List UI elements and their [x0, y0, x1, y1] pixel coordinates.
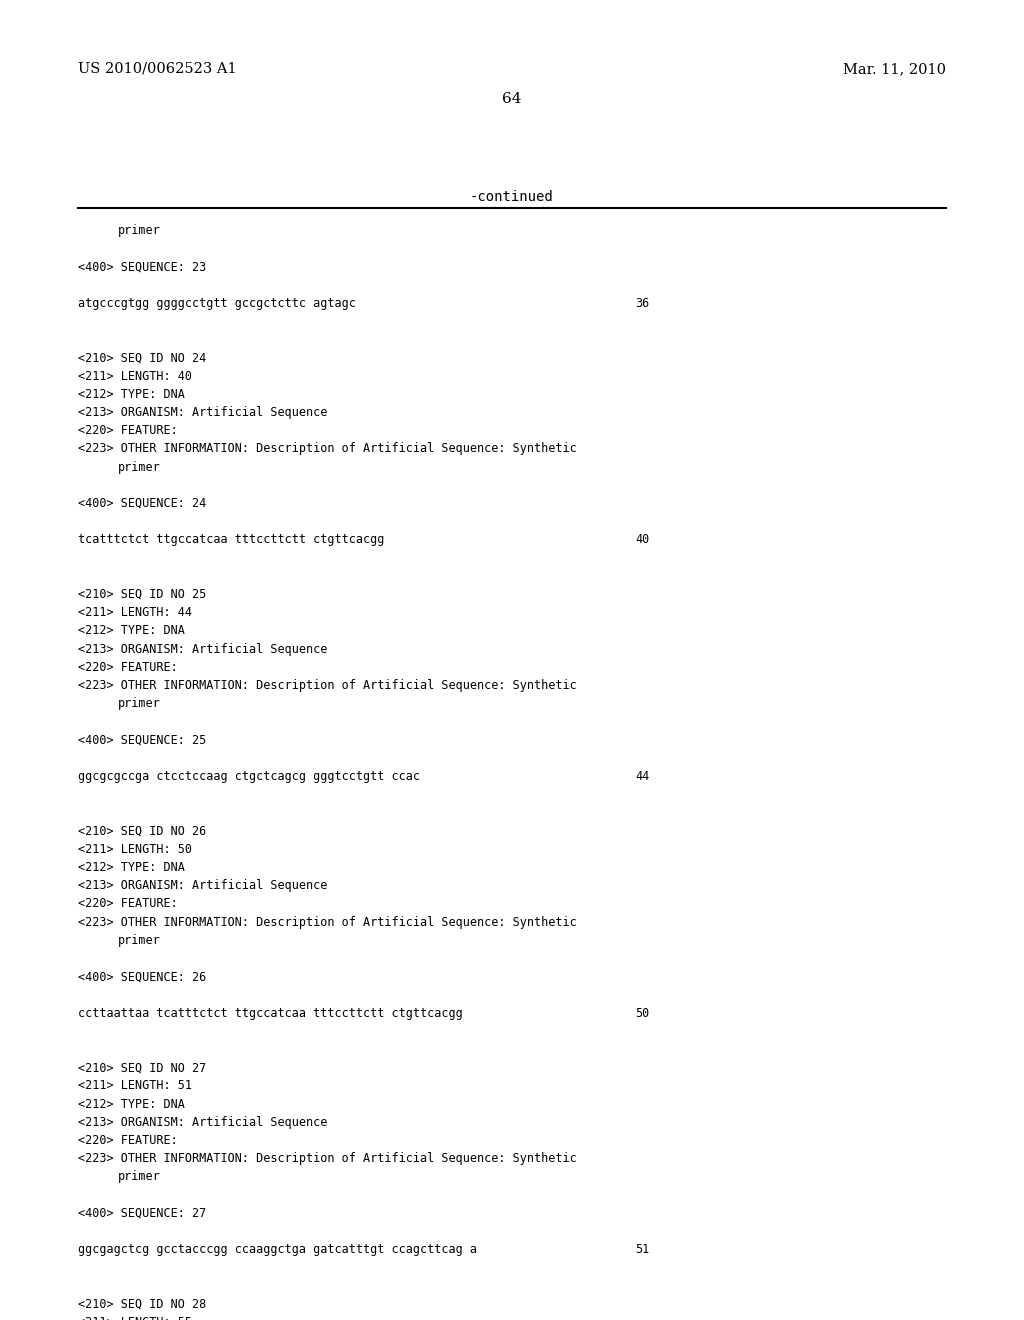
Text: 40: 40: [635, 533, 649, 546]
Text: <211> LENGTH: 50: <211> LENGTH: 50: [78, 842, 193, 855]
Text: <223> OTHER INFORMATION: Description of Artificial Sequence: Synthetic: <223> OTHER INFORMATION: Description of …: [78, 442, 577, 455]
Text: <213> ORGANISM: Artificial Sequence: <213> ORGANISM: Artificial Sequence: [78, 643, 328, 656]
Text: ggcgcgccga ctcctccaag ctgctcagcg gggtcctgtt ccac: ggcgcgccga ctcctccaag ctgctcagcg gggtcct…: [78, 770, 420, 783]
Text: <400> SEQUENCE: 27: <400> SEQUENCE: 27: [78, 1206, 206, 1220]
Text: -continued: -continued: [470, 190, 554, 205]
Text: <213> ORGANISM: Artificial Sequence: <213> ORGANISM: Artificial Sequence: [78, 879, 328, 892]
Text: <220> FEATURE:: <220> FEATURE:: [78, 1134, 178, 1147]
Text: <400> SEQUENCE: 24: <400> SEQUENCE: 24: [78, 498, 206, 510]
Text: <211> LENGTH: 40: <211> LENGTH: 40: [78, 370, 193, 383]
Text: <223> OTHER INFORMATION: Description of Artificial Sequence: Synthetic: <223> OTHER INFORMATION: Description of …: [78, 678, 577, 692]
Text: atgcccgtgg ggggcctgtt gccgctcttc agtagc: atgcccgtgg ggggcctgtt gccgctcttc agtagc: [78, 297, 356, 310]
Text: ccttaattaa tcatttctct ttgccatcaa tttccttctt ctgttcacgg: ccttaattaa tcatttctct ttgccatcaa tttcctt…: [78, 1007, 463, 1019]
Text: <212> TYPE: DNA: <212> TYPE: DNA: [78, 861, 185, 874]
Text: Mar. 11, 2010: Mar. 11, 2010: [843, 62, 946, 77]
Text: <210> SEQ ID NO 24: <210> SEQ ID NO 24: [78, 351, 206, 364]
Text: primer: primer: [118, 1171, 161, 1184]
Text: <210> SEQ ID NO 28: <210> SEQ ID NO 28: [78, 1298, 206, 1311]
Text: primer: primer: [118, 461, 161, 474]
Text: 50: 50: [635, 1007, 649, 1019]
Text: <220> FEATURE:: <220> FEATURE:: [78, 424, 178, 437]
Text: <210> SEQ ID NO 26: <210> SEQ ID NO 26: [78, 825, 206, 838]
Text: <400> SEQUENCE: 25: <400> SEQUENCE: 25: [78, 734, 206, 747]
Text: <220> FEATURE:: <220> FEATURE:: [78, 661, 178, 673]
Text: <212> TYPE: DNA: <212> TYPE: DNA: [78, 388, 185, 401]
Text: <212> TYPE: DNA: <212> TYPE: DNA: [78, 1098, 185, 1110]
Text: <400> SEQUENCE: 23: <400> SEQUENCE: 23: [78, 260, 206, 273]
Text: <211> LENGTH: 51: <211> LENGTH: 51: [78, 1080, 193, 1093]
Text: 36: 36: [635, 297, 649, 310]
Text: tcatttctct ttgccatcaa tttccttctt ctgttcacgg: tcatttctct ttgccatcaa tttccttctt ctgttca…: [78, 533, 384, 546]
Text: <220> FEATURE:: <220> FEATURE:: [78, 898, 178, 911]
Text: ggcgagctcg gcctacccgg ccaaggctga gatcatttgt ccagcttcag a: ggcgagctcg gcctacccgg ccaaggctga gatcatt…: [78, 1243, 477, 1257]
Text: <400> SEQUENCE: 26: <400> SEQUENCE: 26: [78, 970, 206, 983]
Text: <211> LENGTH: 44: <211> LENGTH: 44: [78, 606, 193, 619]
Text: <223> OTHER INFORMATION: Description of Artificial Sequence: Synthetic: <223> OTHER INFORMATION: Description of …: [78, 1152, 577, 1166]
Text: 51: 51: [635, 1243, 649, 1257]
Text: 44: 44: [635, 770, 649, 783]
Text: <211> LENGTH: 55: <211> LENGTH: 55: [78, 1316, 193, 1320]
Text: <210> SEQ ID NO 27: <210> SEQ ID NO 27: [78, 1061, 206, 1074]
Text: primer: primer: [118, 933, 161, 946]
Text: primer: primer: [118, 224, 161, 238]
Text: <210> SEQ ID NO 25: <210> SEQ ID NO 25: [78, 587, 206, 601]
Text: primer: primer: [118, 697, 161, 710]
Text: <213> ORGANISM: Artificial Sequence: <213> ORGANISM: Artificial Sequence: [78, 1115, 328, 1129]
Text: <213> ORGANISM: Artificial Sequence: <213> ORGANISM: Artificial Sequence: [78, 407, 328, 418]
Text: US 2010/0062523 A1: US 2010/0062523 A1: [78, 62, 237, 77]
Text: <223> OTHER INFORMATION: Description of Artificial Sequence: Synthetic: <223> OTHER INFORMATION: Description of …: [78, 916, 577, 928]
Text: 64: 64: [502, 92, 522, 106]
Text: <212> TYPE: DNA: <212> TYPE: DNA: [78, 624, 185, 638]
